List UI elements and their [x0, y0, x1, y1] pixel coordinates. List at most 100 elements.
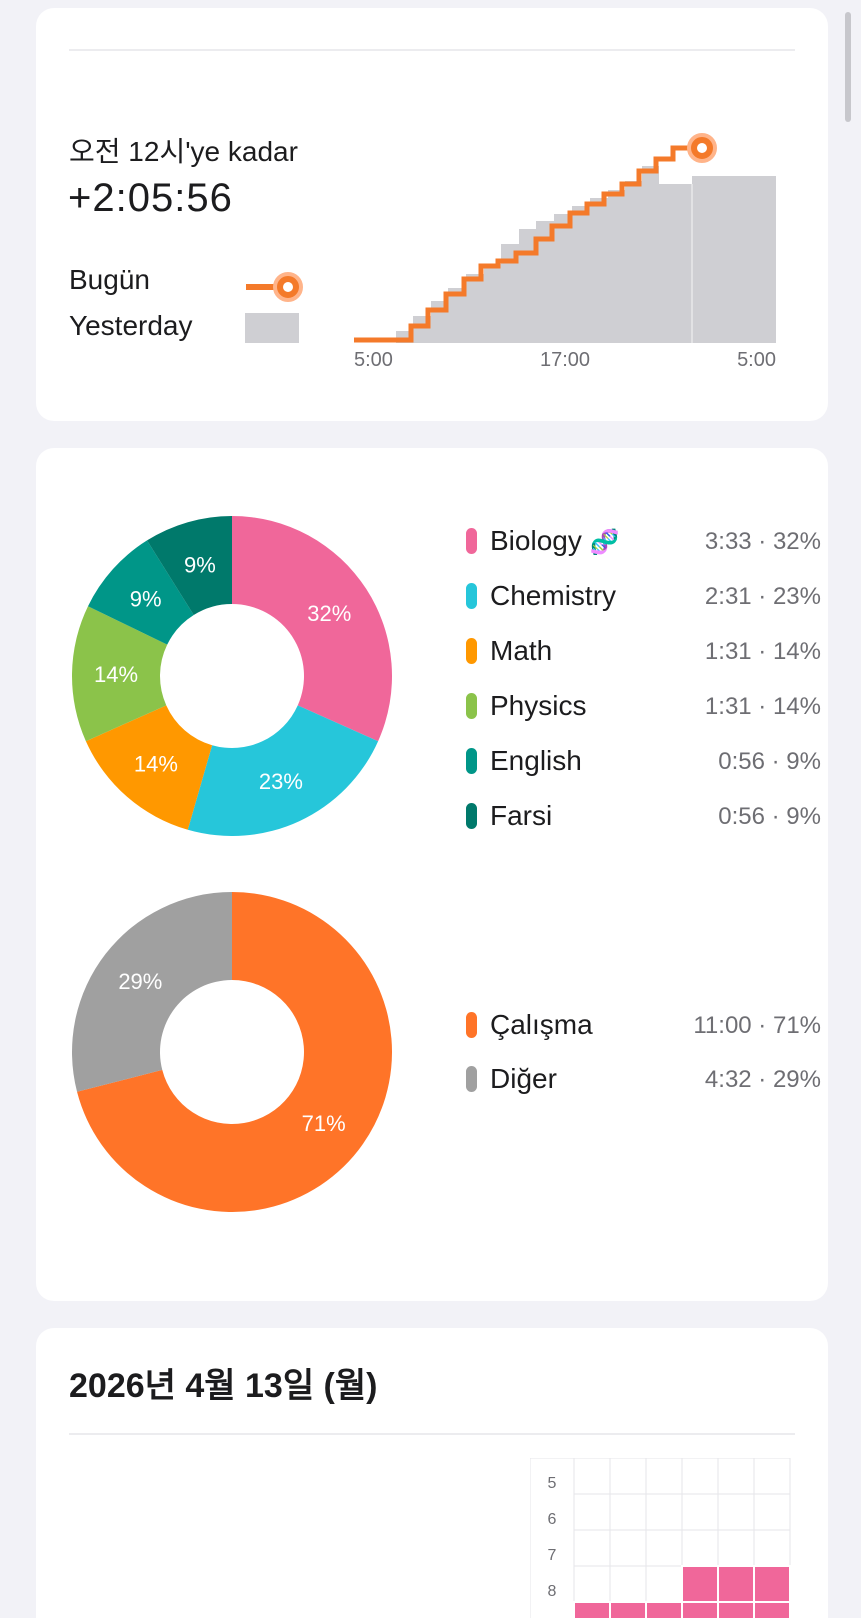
- grid-cell: [753, 1601, 791, 1618]
- legend-item-calisma[interactable]: Çalışma 11:00 · 71%: [466, 1004, 821, 1044]
- legend-swatch: [466, 1012, 477, 1038]
- legend-swatch: [466, 528, 477, 554]
- activity-donut-chart: 71% 29%: [72, 892, 392, 1212]
- legend-item-chemistry[interactable]: Chemistry 2:31 · 23%: [466, 575, 821, 615]
- legend-yesterday-swatch: [245, 313, 299, 343]
- grid-cell: [681, 1493, 719, 1531]
- x-tick-end: 5:00: [737, 349, 776, 371]
- grid-cell: [609, 1529, 647, 1567]
- legend-label: Biology 🧬: [490, 525, 620, 556]
- subjects-slice-1[interactable]: [187, 705, 379, 836]
- legend-item-diger[interactable]: Diğer 4:32 · 29%: [466, 1058, 821, 1098]
- legend-label: Math: [490, 635, 553, 666]
- grid-cell: [645, 1565, 683, 1603]
- grid-cell: [573, 1493, 611, 1531]
- grid-cell: [717, 1601, 755, 1618]
- progress-card: 오전 12시'ye kadar +2:05:56 Bugün Yesterday…: [36, 8, 828, 421]
- yesterday-area: [396, 166, 776, 343]
- legend-item-math[interactable]: Math 1:31 · 14%: [466, 630, 821, 670]
- legend-swatch: [466, 583, 477, 609]
- grid-cell: [645, 1601, 683, 1618]
- legend-swatch: [466, 748, 477, 774]
- legend-label: Chemistry: [490, 580, 617, 611]
- cumulative-chart: 5:00 17:00 5:00: [354, 133, 776, 371]
- legend-today-marker-icon: [246, 272, 303, 302]
- legend-label: Diğer: [490, 1063, 557, 1094]
- legend-value: 2:31 · 23%: [704, 583, 821, 610]
- legend-label: Farsi: [490, 800, 553, 831]
- subjects-slice-label-1: 23%: [259, 769, 303, 794]
- activity-slice-label-1: 29%: [118, 969, 162, 994]
- legend-value: 4:32 · 29%: [704, 1066, 821, 1093]
- hour-label: 8: [548, 1583, 557, 1600]
- grid-cell: [681, 1458, 719, 1495]
- grid-cell: [645, 1458, 683, 1495]
- hour-label: 5: [548, 1475, 557, 1492]
- grid-cell: [681, 1529, 719, 1567]
- legend-swatch: [466, 638, 477, 664]
- hour-grid: 5 6 7 8 9: [530, 1458, 791, 1618]
- subjects-slice-label-0: 32%: [307, 601, 351, 626]
- grid-cell: [645, 1493, 683, 1531]
- legend-label: English: [490, 745, 582, 776]
- subjects-slice-2[interactable]: [85, 705, 213, 830]
- legend-label: Physics: [490, 690, 587, 721]
- legend-item-biology[interactable]: Biology 🧬 3:33 · 32%: [466, 520, 821, 560]
- grid-cell: [645, 1529, 683, 1567]
- subjects-slice-label-3: 14%: [94, 662, 138, 687]
- grid-cell: [753, 1493, 791, 1531]
- distribution-card: 32% 23% 14% 14% 9% 9% Biology 🧬 3:33 · 32% Ch…: [36, 448, 828, 1301]
- grid-cell: [681, 1601, 719, 1618]
- dna-icon: 🧬: [589, 529, 620, 556]
- grid-cell: [717, 1565, 755, 1603]
- legend-yesterday-label: Yesterday: [69, 310, 193, 341]
- hour-label: 6: [548, 1511, 557, 1528]
- card-divider: [69, 1433, 795, 1435]
- grid-cell: [609, 1565, 647, 1603]
- legend-item-english[interactable]: English 0:56 · 9%: [466, 740, 821, 780]
- legend-item-physics[interactable]: Physics 1:31 · 14%: [466, 685, 821, 725]
- legend-value: 1:31 · 14%: [704, 638, 821, 665]
- grid-cell: [573, 1565, 611, 1603]
- grid-cell: [609, 1458, 647, 1495]
- x-tick-mid: 17:00: [540, 349, 590, 371]
- until-label: 오전 12시'ye kadar: [69, 136, 298, 167]
- legend-today-label: Bugün: [69, 264, 150, 295]
- grid-cell: [573, 1529, 611, 1567]
- activity-slice-1[interactable]: [72, 892, 232, 1092]
- grid-cell: [681, 1565, 719, 1603]
- legend-label: Çalışma: [490, 1009, 593, 1040]
- grid-cell: [609, 1493, 647, 1531]
- grid-cell: [717, 1458, 755, 1495]
- grid-cell: [717, 1493, 755, 1531]
- grid-cell: [753, 1458, 791, 1495]
- grid-cell: [573, 1601, 611, 1618]
- legend-value: 0:56 · 9%: [718, 748, 821, 775]
- time-delta: +2:05:56: [68, 176, 233, 220]
- legend-item-farsi[interactable]: Farsi 0:56 · 9%: [466, 795, 821, 835]
- legend-value: 3:33 · 32%: [704, 528, 821, 555]
- hour-label: 7: [548, 1547, 557, 1564]
- activity-slice-0[interactable]: [77, 892, 392, 1212]
- card-divider: [69, 49, 795, 51]
- subjects-slice-label-4: 9%: [130, 587, 162, 612]
- legend-swatch: [466, 693, 477, 719]
- legend-value: 0:56 · 9%: [718, 803, 821, 830]
- scrollbar[interactable]: [845, 12, 851, 122]
- legend-swatch: [466, 1066, 477, 1092]
- grid-cell: [753, 1529, 791, 1567]
- activity-slice-label-0: 71%: [302, 1111, 346, 1136]
- subjects-slice-4[interactable]: [87, 540, 194, 645]
- legend-swatch: [466, 803, 477, 829]
- subjects-slice-label-5: 9%: [184, 553, 216, 578]
- legend-value: 11:00 · 71%: [693, 1012, 821, 1039]
- subjects-slice-3[interactable]: [72, 606, 168, 742]
- grid-cell: [573, 1458, 611, 1495]
- grid-cell: [609, 1601, 647, 1618]
- legend-value: 1:31 · 14%: [704, 693, 821, 720]
- day-card: 2026년 4월 13일 (월) 5 6 7 8 9: [36, 1328, 828, 1618]
- today-line: [354, 145, 701, 343]
- subjects-slice-label-2: 14%: [134, 752, 178, 777]
- subjects-slice-0[interactable]: [232, 516, 392, 742]
- subjects-slice-5[interactable]: [147, 516, 232, 615]
